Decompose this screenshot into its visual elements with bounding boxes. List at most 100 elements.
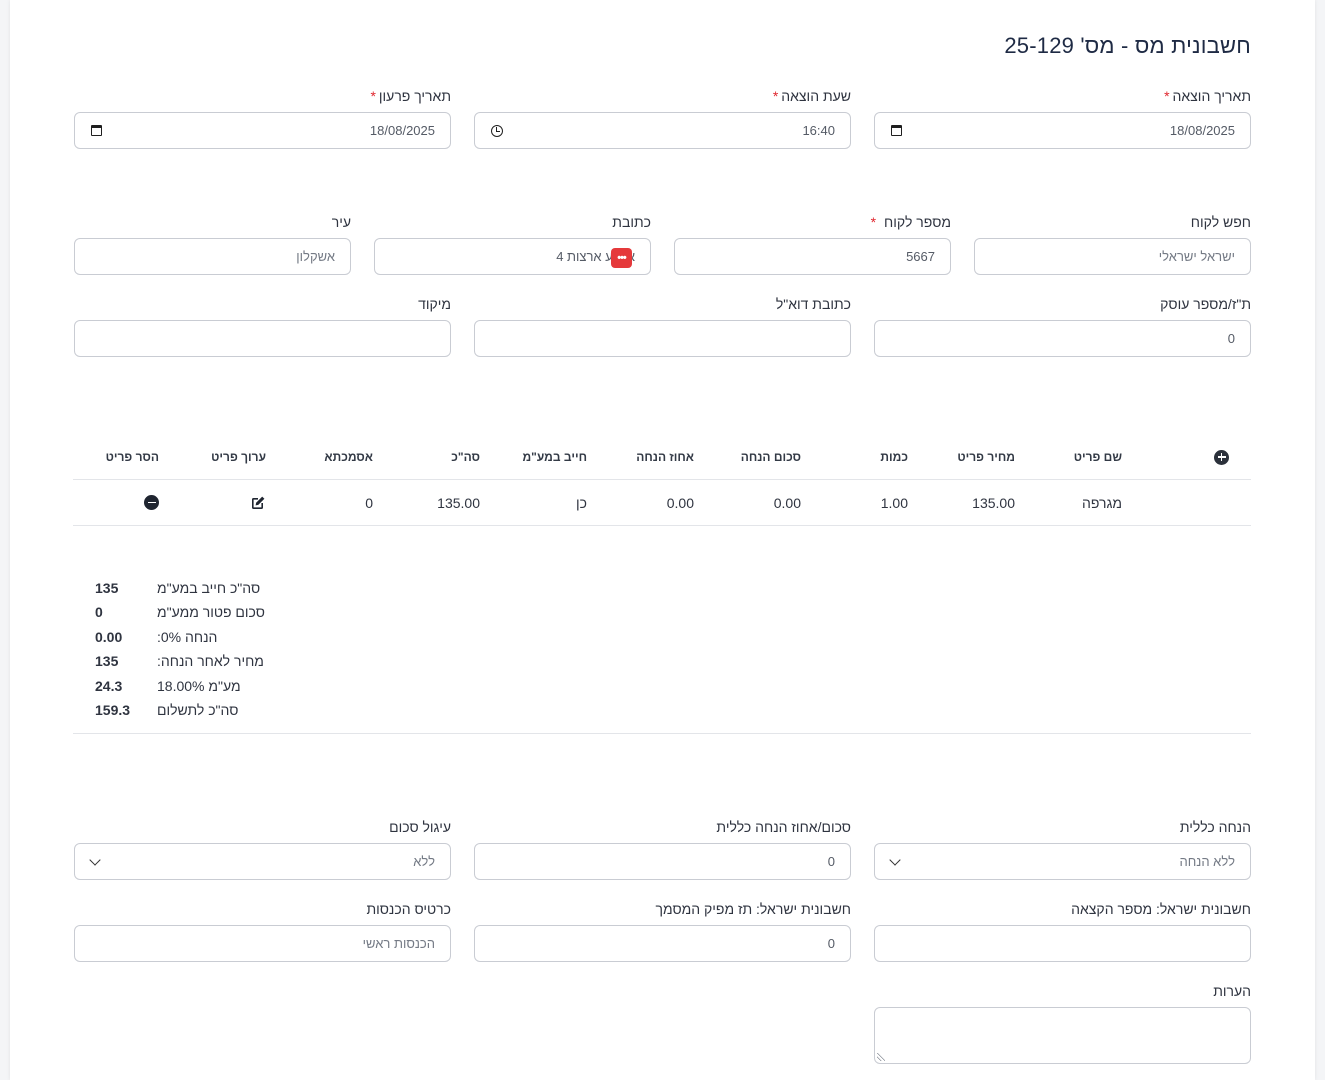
notes-label: הערות — [1213, 983, 1251, 999]
price-after-discount-value: 135 — [95, 653, 119, 669]
invoice-form: חשבונית מס - מס' 25-129 תאריך הוצאה* 18/… — [73, 0, 1251, 1080]
column-header: אסמכתא — [324, 450, 373, 464]
customer-number-value: 5667 — [906, 249, 935, 264]
required-marker: * — [1164, 88, 1170, 104]
issue-time-input[interactable]: 16:40 — [474, 112, 851, 149]
due-date-value: 18/08/2025 — [369, 123, 435, 138]
item-discount-amount: 0.00 — [773, 494, 801, 511]
issue-date-value: 18/08/2025 — [1169, 123, 1235, 138]
issuer-id-input[interactable]: 0 — [474, 925, 851, 962]
email-input[interactable] — [474, 320, 851, 357]
general-discount-field: הנחה כללית ללא הנחה — [874, 817, 1251, 880]
email-field: כתובת דוא"ל — [474, 294, 851, 357]
customer-number-input[interactable]: 5667 — [674, 238, 951, 275]
notes-row: הערות — [73, 981, 1251, 1064]
customer-search-label: חפש לקוח — [1190, 214, 1251, 230]
edit-item-button[interactable] — [250, 480, 266, 525]
item-price: 135.00 — [972, 494, 1015, 511]
address-input[interactable]: ארבע ארצות 4 ••• — [374, 238, 651, 275]
rounding-value: ללא — [413, 854, 435, 869]
due-date-label: תאריך פרעון — [378, 88, 451, 104]
allocation-number-input[interactable] — [874, 925, 1251, 962]
zip-input[interactable] — [74, 320, 451, 357]
column-header: סה"כ — [451, 450, 480, 464]
issuer-id-label: חשבונית ישראל: תז מפיק המסמך — [655, 901, 851, 917]
clock-icon[interactable] — [491, 113, 503, 148]
tax-id-value: 0 — [1227, 331, 1235, 346]
contact-row: ת"ז/מספר עוסק 0 כתובת דוא"ל מיקוד — [73, 294, 1251, 357]
tax-id-input[interactable]: 0 — [874, 320, 1251, 357]
column-header: שם פריט — [1073, 450, 1122, 464]
invoice-israel-row: חשבונית ישראל: מספר הקצאה חשבונית ישראל:… — [73, 899, 1251, 962]
item-quantity: 1.00 — [880, 494, 908, 511]
resize-handle-icon[interactable] — [877, 1053, 885, 1061]
address-field: כתובת ארבע ארצות 4 ••• — [374, 212, 651, 275]
column-header: אחוז הנחה — [636, 450, 694, 464]
customer-search-placeholder: ישראל ישראלי — [1158, 249, 1235, 264]
edit-icon[interactable] — [250, 495, 266, 511]
income-card-value: הכנסות ראשי — [362, 936, 435, 951]
discount-label: הנחה 0%: — [157, 629, 218, 645]
general-discount-label: הנחה כללית — [1179, 819, 1251, 835]
required-marker: * — [772, 88, 779, 104]
allocation-number-label: חשבונית ישראל: מספר הקצאה — [1071, 901, 1251, 917]
customer-number-field: מספר לקוח * 5667 — [674, 212, 951, 275]
item-name: מגרפה — [1081, 494, 1122, 511]
items-table: שם פריט מחיר פריט כמות סכום הנחה אחוז הנ… — [73, 440, 1251, 526]
total-vat-exempt-label: סכום פטור ממע"מ — [157, 604, 265, 620]
column-header: כמות — [880, 450, 908, 464]
grammarly-icon[interactable]: ••• — [611, 248, 632, 268]
remove-item-button[interactable] — [144, 480, 159, 525]
tax-id-label: ת"ז/מספר עוסק — [1160, 296, 1251, 312]
discount-amount-input[interactable]: 0 — [474, 843, 851, 880]
issue-time-label: שעת הוצאה — [781, 88, 851, 104]
calendar-icon[interactable] — [91, 113, 102, 148]
issuer-id-field: חשבונית ישראל: תז מפיק המסמך 0 — [474, 899, 851, 962]
calendar-icon[interactable] — [891, 113, 902, 148]
item-vat-liable: כן — [576, 494, 587, 511]
issue-date-input[interactable]: 18/08/2025 — [874, 112, 1251, 149]
discount-amount-label: סכום/אחוז הנחה כללית — [716, 819, 851, 835]
customer-number-label: מספר לקוח — [884, 214, 951, 230]
column-header: מחיר פריט — [957, 450, 1015, 464]
city-input[interactable]: אשקלון — [74, 238, 351, 275]
due-date-field: תאריך פרעון* 18/08/2025 — [74, 86, 451, 149]
vat-value: 24.3 — [95, 678, 123, 694]
plus-circle-icon[interactable] — [1214, 449, 1229, 465]
chevron-down-icon[interactable] — [889, 844, 901, 879]
email-label: כתובת דוא"ל — [775, 296, 851, 312]
table-row: מגרפה 135.00 1.00 0.00 0.00 כן 135.00 0 — [73, 480, 1251, 526]
notes-field: הערות — [874, 981, 1251, 1064]
column-header: ערוך פריט — [211, 450, 266, 464]
dates-row: תאריך הוצאה* 18/08/2025 שעת הוצאה* 16:40… — [73, 86, 1251, 149]
notes-textarea[interactable] — [874, 1007, 1251, 1064]
add-item-button[interactable] — [1214, 440, 1229, 474]
minus-circle-icon[interactable] — [144, 495, 159, 510]
income-card-input[interactable]: הכנסות ראשי — [74, 925, 451, 962]
discount-value: 0.00 — [95, 629, 123, 645]
issue-time-field: שעת הוצאה* 16:40 — [474, 86, 851, 149]
allocation-number-field: חשבונית ישראל: מספר הקצאה — [874, 899, 1251, 962]
column-header: חייב במע"מ — [522, 450, 587, 464]
column-header: הסר פריט — [105, 450, 159, 464]
city-field: עיר אשקלון — [74, 212, 351, 275]
chevron-down-icon[interactable] — [89, 844, 101, 879]
table-header: שם פריט מחיר פריט כמות סכום הנחה אחוז הנ… — [73, 440, 1251, 480]
general-discount-select[interactable]: ללא הנחה — [874, 843, 1251, 880]
total-vat-liable-label: סה"כ חייב במע"מ — [157, 580, 261, 596]
issue-date-label: תאריך הוצאה — [1172, 88, 1251, 104]
income-card-field: כרטיס הכנסות הכנסות ראשי — [74, 899, 451, 962]
item-reference: 0 — [365, 494, 373, 511]
address-label: כתובת — [612, 214, 651, 230]
total-to-pay-value: 159.3 — [95, 702, 131, 718]
total-to-pay-label: סה"כ לתשלום — [157, 702, 239, 718]
discount-amount-field: סכום/אחוז הנחה כללית 0 — [474, 817, 851, 880]
column-header: סכום הנחה — [740, 450, 801, 464]
customer-search-input[interactable]: ישראל ישראלי — [974, 238, 1251, 275]
due-date-input[interactable]: 18/08/2025 — [74, 112, 451, 149]
item-discount-percent: 0.00 — [666, 494, 694, 511]
general-discount-value: ללא הנחה — [1179, 854, 1235, 869]
rounding-select[interactable]: ללא — [74, 843, 451, 880]
zip-label: מיקוד — [418, 296, 451, 312]
tax-id-field: ת"ז/מספר עוסק 0 — [874, 294, 1251, 357]
